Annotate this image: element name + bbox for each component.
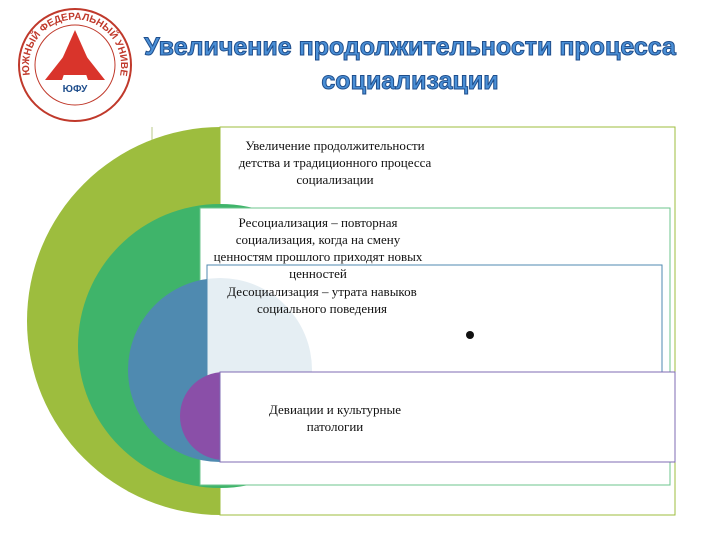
bullet	[466, 331, 474, 339]
item-text: Ресоциализация – повторная социализация,…	[213, 215, 423, 281]
item-text: Десоциализация – утрата навыков социальн…	[227, 284, 417, 316]
logo-emblem	[45, 30, 105, 80]
item-text: Увеличение продолжительности детства и т…	[238, 138, 432, 187]
box-4	[219, 371, 676, 463]
item-text: Девиации и культурные патологии	[269, 402, 401, 434]
logo-abbr: ЮФУ	[63, 84, 88, 95]
title: Увеличение продолжительности процесса со…	[144, 33, 677, 96]
